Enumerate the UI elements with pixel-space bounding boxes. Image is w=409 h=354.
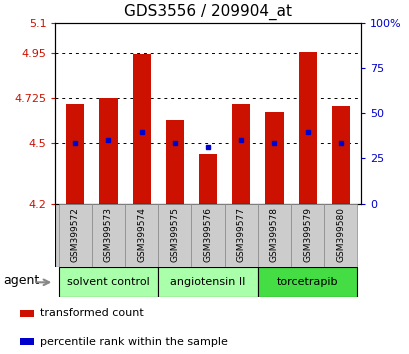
Bar xyxy=(20,310,34,316)
Bar xyxy=(191,204,224,267)
Bar xyxy=(20,338,34,345)
Bar xyxy=(58,204,92,267)
Text: GSM399578: GSM399578 xyxy=(269,207,278,262)
Text: GSM399577: GSM399577 xyxy=(236,207,245,262)
Bar xyxy=(58,267,158,297)
Text: GSM399580: GSM399580 xyxy=(335,207,344,262)
Text: torcetrapib: torcetrapib xyxy=(276,277,337,287)
Bar xyxy=(224,204,257,267)
Text: angiotensin II: angiotensin II xyxy=(170,277,245,287)
Bar xyxy=(231,104,250,204)
Bar xyxy=(257,204,290,267)
Bar xyxy=(324,204,357,267)
Bar xyxy=(165,120,184,204)
Text: GSM399573: GSM399573 xyxy=(104,207,113,262)
Text: agent: agent xyxy=(3,274,39,287)
Bar xyxy=(198,154,217,204)
Bar xyxy=(257,267,357,297)
Text: solvent control: solvent control xyxy=(67,277,149,287)
Text: GSM399576: GSM399576 xyxy=(203,207,212,262)
Text: GSM399579: GSM399579 xyxy=(302,207,311,262)
Text: transformed count: transformed count xyxy=(40,308,143,318)
Bar xyxy=(99,98,117,204)
Bar xyxy=(66,104,84,204)
Bar xyxy=(132,54,151,204)
Bar xyxy=(125,204,158,267)
Bar xyxy=(298,52,316,204)
Bar xyxy=(92,204,125,267)
Bar xyxy=(158,267,257,297)
Bar xyxy=(331,106,349,204)
Bar xyxy=(265,112,283,204)
Text: percentile rank within the sample: percentile rank within the sample xyxy=(40,337,227,347)
Bar xyxy=(158,204,191,267)
Text: GSM399572: GSM399572 xyxy=(71,207,80,262)
Bar xyxy=(290,204,324,267)
Text: GSM399574: GSM399574 xyxy=(137,207,146,262)
Text: GSM399575: GSM399575 xyxy=(170,207,179,262)
Title: GDS3556 / 209904_at: GDS3556 / 209904_at xyxy=(124,4,291,20)
